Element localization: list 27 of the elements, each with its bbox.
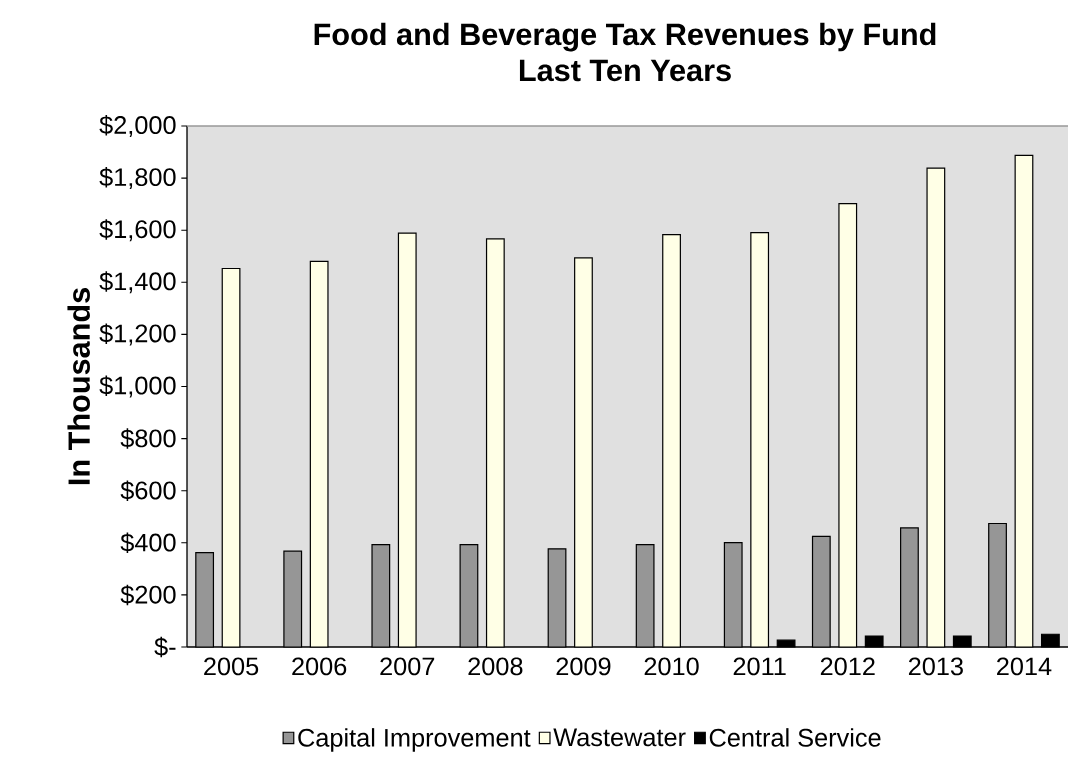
y-tick-label: $-	[154, 636, 176, 658]
x-tick-label: 2011	[733, 657, 786, 676]
chart-subtitle: Last Ten Years	[519, 59, 731, 82]
y-tick-label: $1,800	[99, 167, 176, 190]
x-tick-label: 2009	[556, 657, 611, 676]
y-tick-label: $800	[120, 428, 176, 449]
x-tick-label: 2006	[292, 657, 347, 676]
y-tick-label: $200	[120, 584, 176, 606]
x-tick-label: 2012	[820, 657, 875, 676]
x-tick-label: 2005	[204, 657, 259, 676]
x-tick-label: 2008	[468, 657, 523, 676]
y-tick-label: $1,400	[99, 271, 176, 294]
chart-title: Food and Beverage Tax Revenues by Fund	[314, 22, 936, 52]
y-axis-title: In Thousands	[67, 288, 90, 485]
x-tick-label: 2010	[644, 657, 699, 676]
legend-label: Capital Improvement	[298, 728, 531, 752]
y-tick-label: $400	[120, 532, 176, 554]
y-tick-label: $1,600	[99, 219, 176, 242]
legend-label: Wastewater	[553, 728, 686, 747]
x-tick-label: 2007	[380, 657, 435, 676]
x-tick-label: 2013	[908, 657, 963, 676]
y-tick-label: $1,200	[99, 323, 176, 346]
legend-label: Central Service	[709, 728, 881, 747]
y-tick-label: $2,000	[99, 115, 176, 137]
y-tick-label: $1,000	[99, 375, 176, 398]
y-tick-label: $600	[120, 480, 176, 501]
x-tick-label: 2014	[997, 657, 1052, 676]
